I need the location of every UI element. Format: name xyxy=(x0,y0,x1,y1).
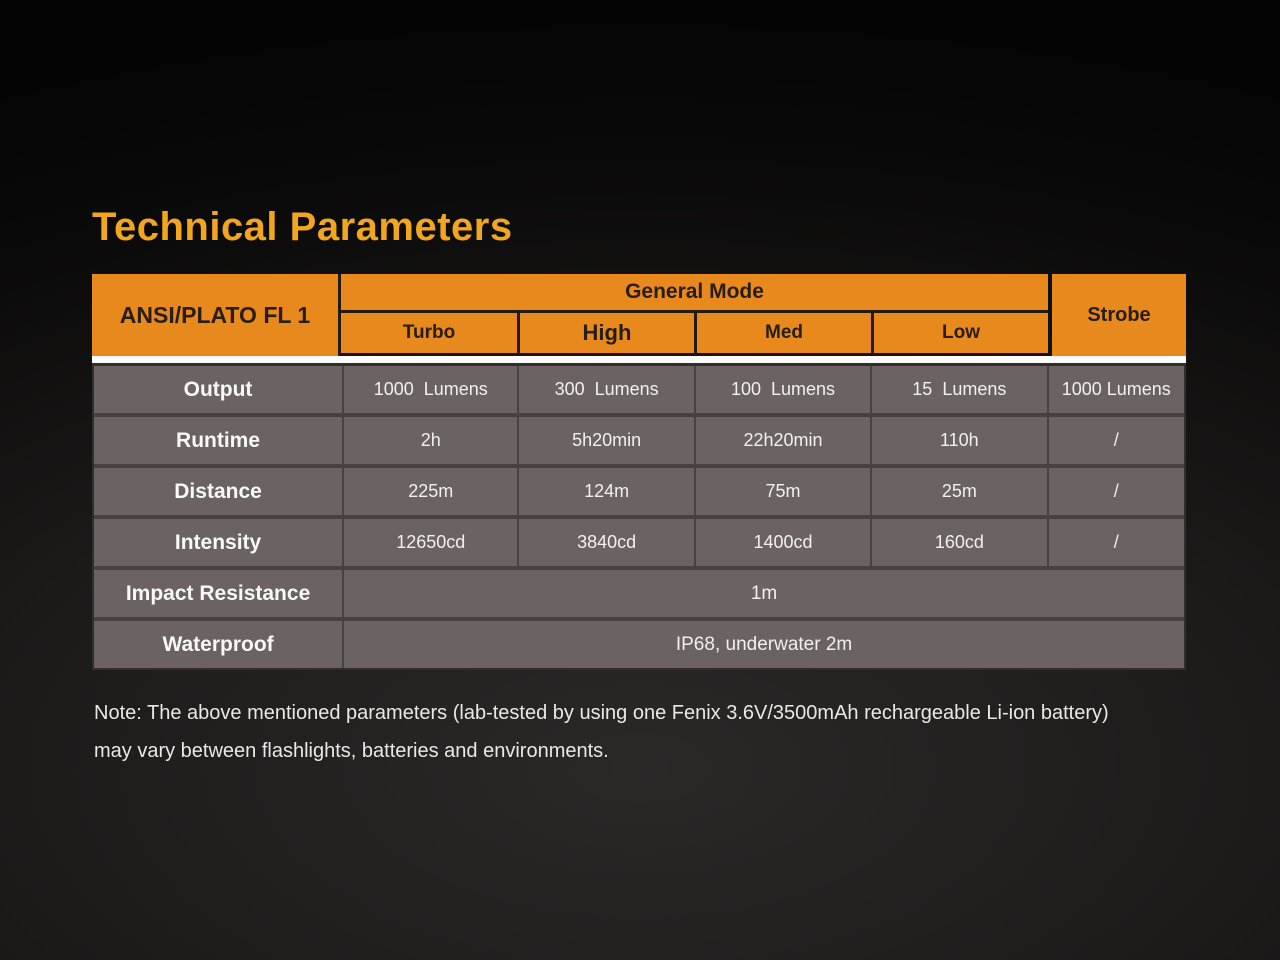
header-med: Med xyxy=(694,313,871,353)
table-header: ANSI/PLATO FL 1 General Mode Turbo High … xyxy=(92,274,1186,356)
row-label: Intensity xyxy=(174,530,262,554)
row-label: Runtime xyxy=(176,428,261,452)
row-label: Distance xyxy=(174,479,262,503)
header-general-mode: General Mode xyxy=(341,274,1048,313)
distance-high: 124m xyxy=(517,468,693,515)
intensity-strobe: / xyxy=(1046,519,1185,566)
output-strobe: 1000 Lumens xyxy=(1046,366,1185,413)
technical-parameters-table: ANSI/PLATO FL 1 General Mode Turbo High … xyxy=(92,274,1186,670)
distance-turbo: 225m xyxy=(342,468,517,515)
output-low: 15 Lumens xyxy=(870,366,1046,413)
table-row-intensity: Intensity 12650cd 3840cd 1400cd 160cd / xyxy=(94,515,1184,566)
header-high: High xyxy=(517,313,694,353)
runtime-strobe: / xyxy=(1046,417,1185,464)
table-row-runtime: Runtime 2h 5h20min 22h20min 110h / xyxy=(94,413,1184,464)
table-body: Output 1000 Lumens 300 Lumens 100 Lumens… xyxy=(92,363,1186,670)
header-strobe: Strobe xyxy=(1052,274,1186,356)
output-high: 300 Lumens xyxy=(517,366,693,413)
note-line-2: may vary between flashlights, batteries … xyxy=(94,740,609,762)
distance-strobe: / xyxy=(1046,468,1185,515)
table-row-waterproof: Waterproof IP68, underwater 2m xyxy=(94,617,1184,668)
impact-resistance-value: 1m xyxy=(342,570,1184,617)
table-row-output: Output 1000 Lumens 300 Lumens 100 Lumens… xyxy=(94,366,1184,413)
distance-low: 25m xyxy=(870,468,1046,515)
output-med: 100 Lumens xyxy=(693,366,870,413)
distance-med: 75m xyxy=(693,468,870,515)
row-label: Output xyxy=(183,377,253,401)
header-low: Low xyxy=(871,313,1048,353)
output-turbo: 1000 Lumens xyxy=(342,366,517,413)
runtime-med: 22h20min xyxy=(693,417,870,464)
header-turbo: Turbo xyxy=(341,313,517,353)
note-text: Note: The above mentioned parameters (la… xyxy=(94,694,1214,770)
header-divider-line xyxy=(92,356,1186,363)
table-row-distance: Distance 225m 124m 75m 25m / xyxy=(94,464,1184,515)
intensity-high: 3840cd xyxy=(517,519,693,566)
runtime-high: 5h20min xyxy=(517,417,693,464)
header-ansi-plato: ANSI/PLATO FL 1 xyxy=(92,274,341,356)
row-label: Impact Resistance xyxy=(125,581,311,605)
waterproof-value: IP68, underwater 2m xyxy=(342,621,1184,668)
page-title: Technical Parameters xyxy=(92,205,513,249)
intensity-low: 160cd xyxy=(870,519,1046,566)
intensity-turbo: 12650cd xyxy=(342,519,517,566)
runtime-turbo: 2h xyxy=(342,417,517,464)
table-row-impact-resistance: Impact Resistance 1m xyxy=(94,566,1184,617)
intensity-med: 1400cd xyxy=(693,519,870,566)
mode-header-row: Turbo High Med Low xyxy=(341,313,1048,353)
general-mode-block: General Mode Turbo High Med Low xyxy=(341,274,1048,356)
note-line-1: Note: The above mentioned parameters (la… xyxy=(94,702,1109,724)
runtime-low: 110h xyxy=(870,417,1046,464)
row-label: Waterproof xyxy=(162,632,274,656)
